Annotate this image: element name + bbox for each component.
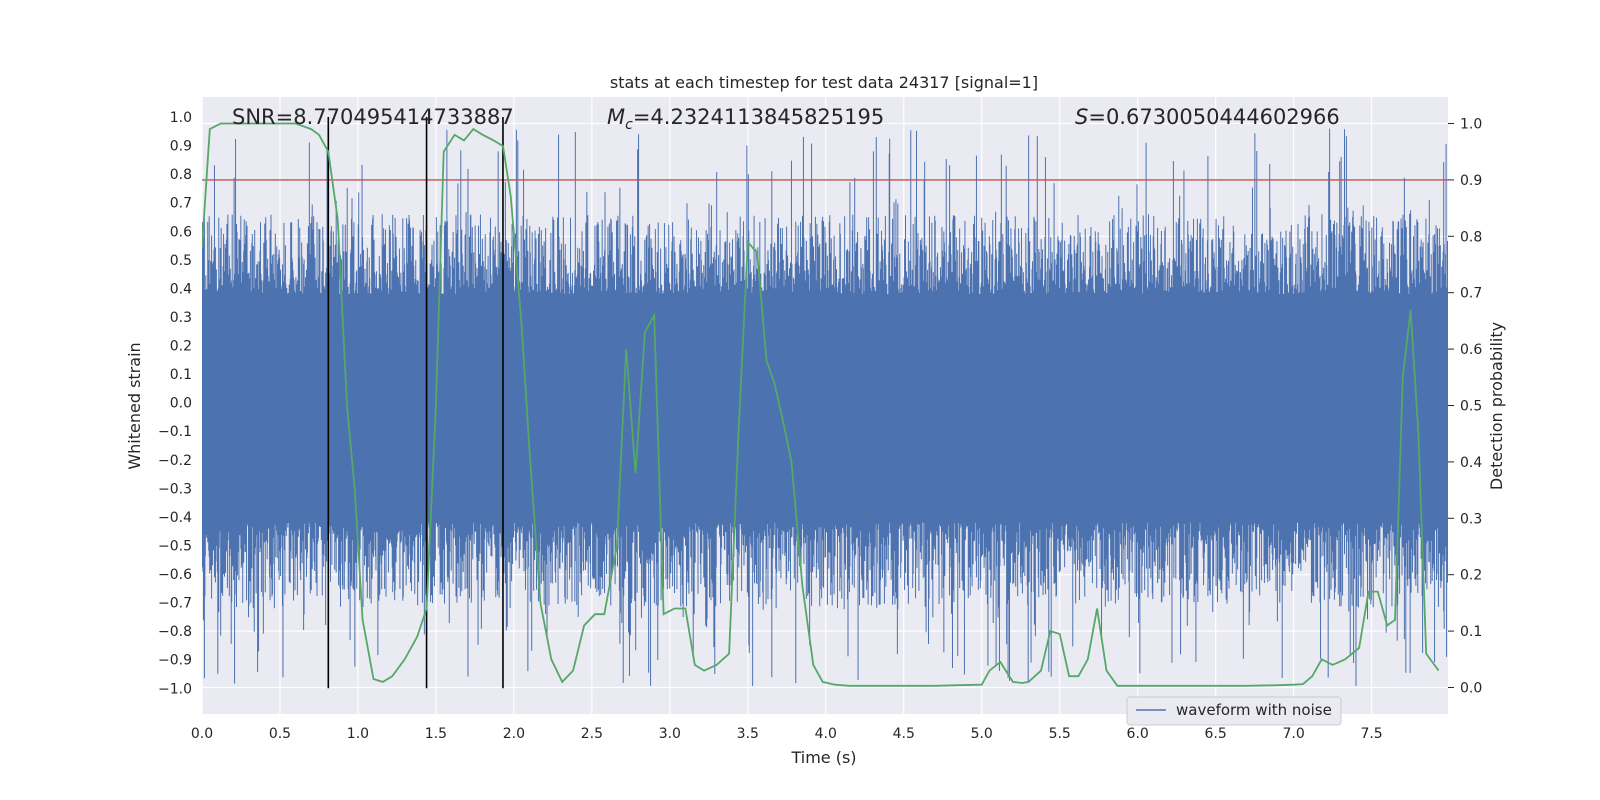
left-y-tick-label: −1.0 [158, 681, 192, 697]
right-y-tick-label: 0.3 [1460, 511, 1482, 527]
chart-title: stats at each timestep for test data 243… [610, 73, 1038, 92]
left-y-tick-label: −0.9 [158, 653, 192, 669]
left-y-tick-label: 0.1 [170, 367, 192, 383]
right-y-tick-label: 0.4 [1460, 455, 1482, 471]
x-tick-label: 7.5 [1360, 726, 1382, 742]
right-y-tick-label: 0.8 [1460, 229, 1482, 245]
right-y-tick-label: 0.7 [1460, 286, 1482, 302]
left-y-tick-label: −0.2 [158, 453, 192, 469]
right-y-tick-label: 0.0 [1460, 680, 1482, 696]
chirp-mass-subscript: c [625, 117, 633, 133]
chirp-mass-value: =4.2324113845825195 [633, 105, 884, 129]
left-y-tick-label: 0.7 [170, 196, 192, 212]
x-tick-label: 0.5 [269, 726, 291, 742]
x-tick-label: 7.0 [1282, 726, 1304, 742]
x-tick-labels: 0.0 0.5 1.0 1.5 2.0 2.5 3.0 3.5 4.0 4.5 5.0 5.5 6.0 6… [191, 726, 1383, 742]
x-tick-label: 5.0 [971, 726, 993, 742]
s-symbol: S [1075, 105, 1088, 129]
x-tick-label: 4.0 [815, 726, 837, 742]
right-y-tick-label: 1.0 [1460, 117, 1482, 133]
legend-label-waveform: waveform with noise [1176, 701, 1332, 719]
x-axis-label: Time (s) [790, 748, 856, 767]
x-tick-label: 2.0 [503, 726, 525, 742]
left-y-tick-label: 0.6 [170, 224, 192, 240]
x-tick-label: 0.0 [191, 726, 213, 742]
right-y-tick-label: 0.2 [1460, 568, 1482, 584]
detection-probability-series [202, 122, 1440, 687]
chirp-mass-annotation: Mc=4.2324113845825195 [607, 105, 884, 133]
detection-probability-line [202, 122, 1440, 687]
left-y-axis-label: Whitened strain [125, 342, 144, 469]
left-y-tick-label: −0.5 [158, 538, 192, 554]
x-tick-label: 3.5 [737, 726, 759, 742]
snr-annotation: SNR=8.770495414733887 [232, 105, 514, 129]
right-y-tick-labels: 1.0 0.9 0.8 0.7 0.6 0.5 0.4 0.3 0.2 0.1 0.0 [1448, 117, 1482, 696]
right-y-tick-label: 0.5 [1460, 399, 1482, 415]
left-y-tick-label: 0.2 [170, 339, 192, 355]
left-y-tick-labels: 1.0 0.9 0.8 0.7 0.6 0.5 0.4 0.3 0.2 0.1 0.0 −0.1 −0.… [158, 110, 192, 697]
x-tick-label: 1.5 [425, 726, 447, 742]
left-y-tick-label: −0.8 [158, 624, 192, 640]
left-y-tick-label: −0.4 [158, 510, 192, 526]
left-y-tick-label: 0.0 [170, 396, 192, 412]
left-y-tick-label: −0.7 [158, 596, 192, 612]
x-tick-label: 2.5 [581, 726, 603, 742]
left-y-tick-label: 0.4 [170, 281, 192, 297]
x-tick-label: 5.5 [1049, 726, 1071, 742]
s-annotation: S=0.6730050444602966 [1075, 105, 1340, 129]
x-tick-label: 6.5 [1205, 726, 1227, 742]
left-y-tick-label: 0.5 [170, 253, 192, 269]
x-tick-label: 1.0 [347, 726, 369, 742]
left-y-tick-label: 1.0 [170, 110, 192, 126]
right-y-tick-label: 0.9 [1460, 173, 1482, 189]
s-value: =0.6730050444602966 [1088, 105, 1339, 129]
chirp-mass-symbol: M [607, 105, 625, 129]
x-tick-label: 3.0 [659, 726, 681, 742]
legend-box [1126, 696, 1342, 726]
x-tick-label: 4.5 [893, 726, 915, 742]
right-y-tick-label: 0.6 [1460, 342, 1482, 358]
left-y-tick-label: −0.6 [158, 567, 192, 583]
left-y-tick-label: −0.1 [158, 424, 192, 440]
right-y-tick-label: 0.1 [1460, 624, 1482, 640]
legend: waveform with noise [1126, 696, 1342, 726]
left-y-tick-label: 0.3 [170, 310, 192, 326]
waveform-with-noise-series [202, 128, 1448, 687]
left-y-tick-label: 0.8 [170, 167, 192, 183]
x-tick-label: 6.0 [1127, 726, 1149, 742]
left-y-tick-label: −0.3 [158, 481, 192, 497]
waveform-with-noise-line [202, 128, 1448, 687]
left-y-tick-label: 0.9 [170, 139, 192, 155]
right-y-axis-label: Detection probability [1487, 322, 1506, 490]
